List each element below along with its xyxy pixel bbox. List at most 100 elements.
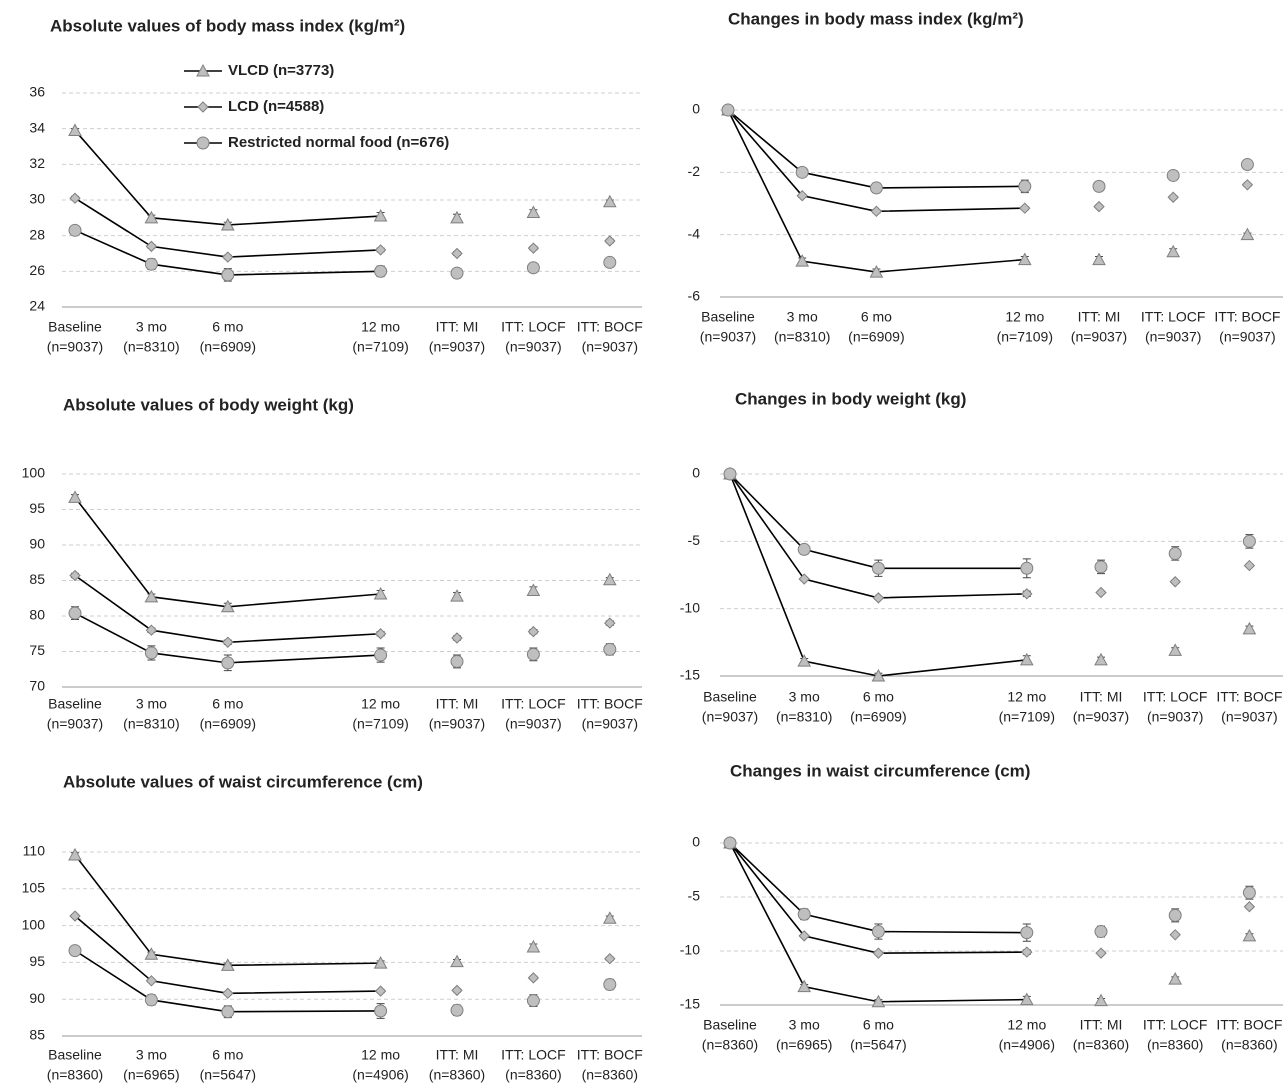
legend-label: VLCD (n=3773) <box>228 62 334 79</box>
x-tick-label: 6 mo <box>863 1017 894 1033</box>
x-tick-count: (n=8360) <box>1073 1037 1129 1053</box>
x-tick-label: ITT: BOCF <box>577 319 643 335</box>
marker <box>602 572 617 586</box>
marker <box>871 561 885 575</box>
marker <box>1168 908 1182 922</box>
x-tick-label: 12 mo <box>361 696 400 712</box>
marker <box>450 210 464 224</box>
marker <box>797 907 811 921</box>
x-tick-label: 12 mo <box>361 319 400 335</box>
y-tick-label: -10 <box>680 942 700 958</box>
marker <box>374 244 387 256</box>
y-tick-label: 95 <box>29 500 45 516</box>
marker <box>871 994 886 1008</box>
x-tick-label: ITT: LOCF <box>1143 1017 1208 1033</box>
legend-label: Restricted normal food (n=676) <box>228 134 449 151</box>
x-tick-count: (n=9037) <box>1145 329 1201 345</box>
marker <box>196 136 210 150</box>
x-tick-count: (n=8360) <box>702 1037 758 1053</box>
chart-title: Changes in waist circumference (cm) <box>730 761 1030 780</box>
x-tick-label: ITT: LOCF <box>501 319 566 335</box>
x-tick-label: ITT: MI <box>436 1047 479 1063</box>
x-tick-label: 3 mo <box>787 309 818 325</box>
x-tick-label: ITT: BOCF <box>1216 1017 1282 1033</box>
x-tick-label: Baseline <box>703 1017 757 1033</box>
marker <box>1093 200 1105 213</box>
y-tick-label: -2 <box>688 163 701 179</box>
x-tick-count: (n=9037) <box>505 716 561 732</box>
marker <box>68 490 82 503</box>
marker <box>527 242 540 254</box>
marker <box>1095 586 1107 599</box>
series-line <box>729 842 1027 934</box>
x-tick-count: (n=8360) <box>582 1067 638 1083</box>
y-tick-label: 32 <box>29 155 45 171</box>
marker <box>1019 202 1031 214</box>
y-tick-label: 75 <box>29 642 45 658</box>
marker <box>374 264 388 278</box>
y-tick-label: 90 <box>29 990 45 1006</box>
x-tick-label: Baseline <box>48 319 102 335</box>
marker <box>69 192 81 204</box>
x-tick-label: 6 mo <box>861 309 892 325</box>
chart-panel: Absolute values of body weight (kg) 70 75 8… <box>22 395 643 731</box>
y-tick-label: -10 <box>680 599 700 615</box>
marker <box>872 592 885 604</box>
x-tick-label: 12 mo <box>1005 309 1044 325</box>
x-tick-count: (n=6909) <box>850 709 906 725</box>
marker <box>450 266 464 280</box>
marker <box>1019 652 1034 666</box>
x-tick-label: 6 mo <box>212 1047 243 1063</box>
y-tick-label: -15 <box>680 667 700 683</box>
x-tick-count: (n=9037) <box>1221 709 1277 725</box>
marker <box>1094 993 1108 1007</box>
x-tick-count: (n=4906) <box>999 1037 1055 1053</box>
marker <box>144 257 158 271</box>
x-tick-count: (n=9037) <box>1071 329 1127 345</box>
marker <box>374 1004 388 1018</box>
y-tick-label: 90 <box>29 536 45 552</box>
x-tick-label: 3 mo <box>789 689 820 705</box>
series-line <box>727 109 1025 273</box>
marker <box>221 268 235 282</box>
marker <box>1168 643 1183 656</box>
marker <box>870 205 883 217</box>
marker <box>604 617 616 629</box>
series-line <box>729 842 1027 954</box>
y-tick-label: -15 <box>680 996 700 1012</box>
marker <box>604 953 616 965</box>
marker <box>1240 158 1254 172</box>
legend-label: LCD (n=4588) <box>228 98 324 115</box>
marker <box>526 939 541 953</box>
marker <box>603 255 617 269</box>
y-tick-label: 110 <box>23 843 46 859</box>
x-tick-label: ITT: MI <box>1080 689 1123 705</box>
marker <box>1169 576 1181 588</box>
x-tick-label: 6 mo <box>863 689 894 705</box>
x-tick-label: 3 mo <box>789 1017 820 1033</box>
marker <box>1243 559 1256 572</box>
chart-title: Absolute values of body weight (kg) <box>63 395 354 414</box>
marker <box>602 911 617 924</box>
marker <box>603 642 617 656</box>
marker <box>451 247 463 260</box>
marker <box>69 910 81 922</box>
marker <box>374 648 388 662</box>
marker <box>1092 252 1106 266</box>
y-tick-label: 95 <box>29 953 45 969</box>
marker <box>220 217 235 231</box>
x-tick-label: 6 mo <box>212 319 243 335</box>
x-tick-count: (n=7109) <box>352 339 408 355</box>
x-tick-count: (n=9037) <box>47 339 103 355</box>
marker <box>68 123 82 136</box>
x-tick-label: Baseline <box>703 689 757 705</box>
x-tick-count: (n=9037) <box>700 329 756 345</box>
y-tick-label: -6 <box>688 288 701 304</box>
x-tick-count: (n=9037) <box>429 716 485 732</box>
x-tick-label: ITT: BOCF <box>577 696 643 712</box>
marker <box>144 993 158 1007</box>
x-tick-count: (n=7109) <box>999 709 1055 725</box>
y-tick-label: -4 <box>688 225 701 241</box>
x-tick-count: (n=8360) <box>429 1067 485 1083</box>
x-tick-count: (n=8360) <box>1147 1037 1203 1053</box>
